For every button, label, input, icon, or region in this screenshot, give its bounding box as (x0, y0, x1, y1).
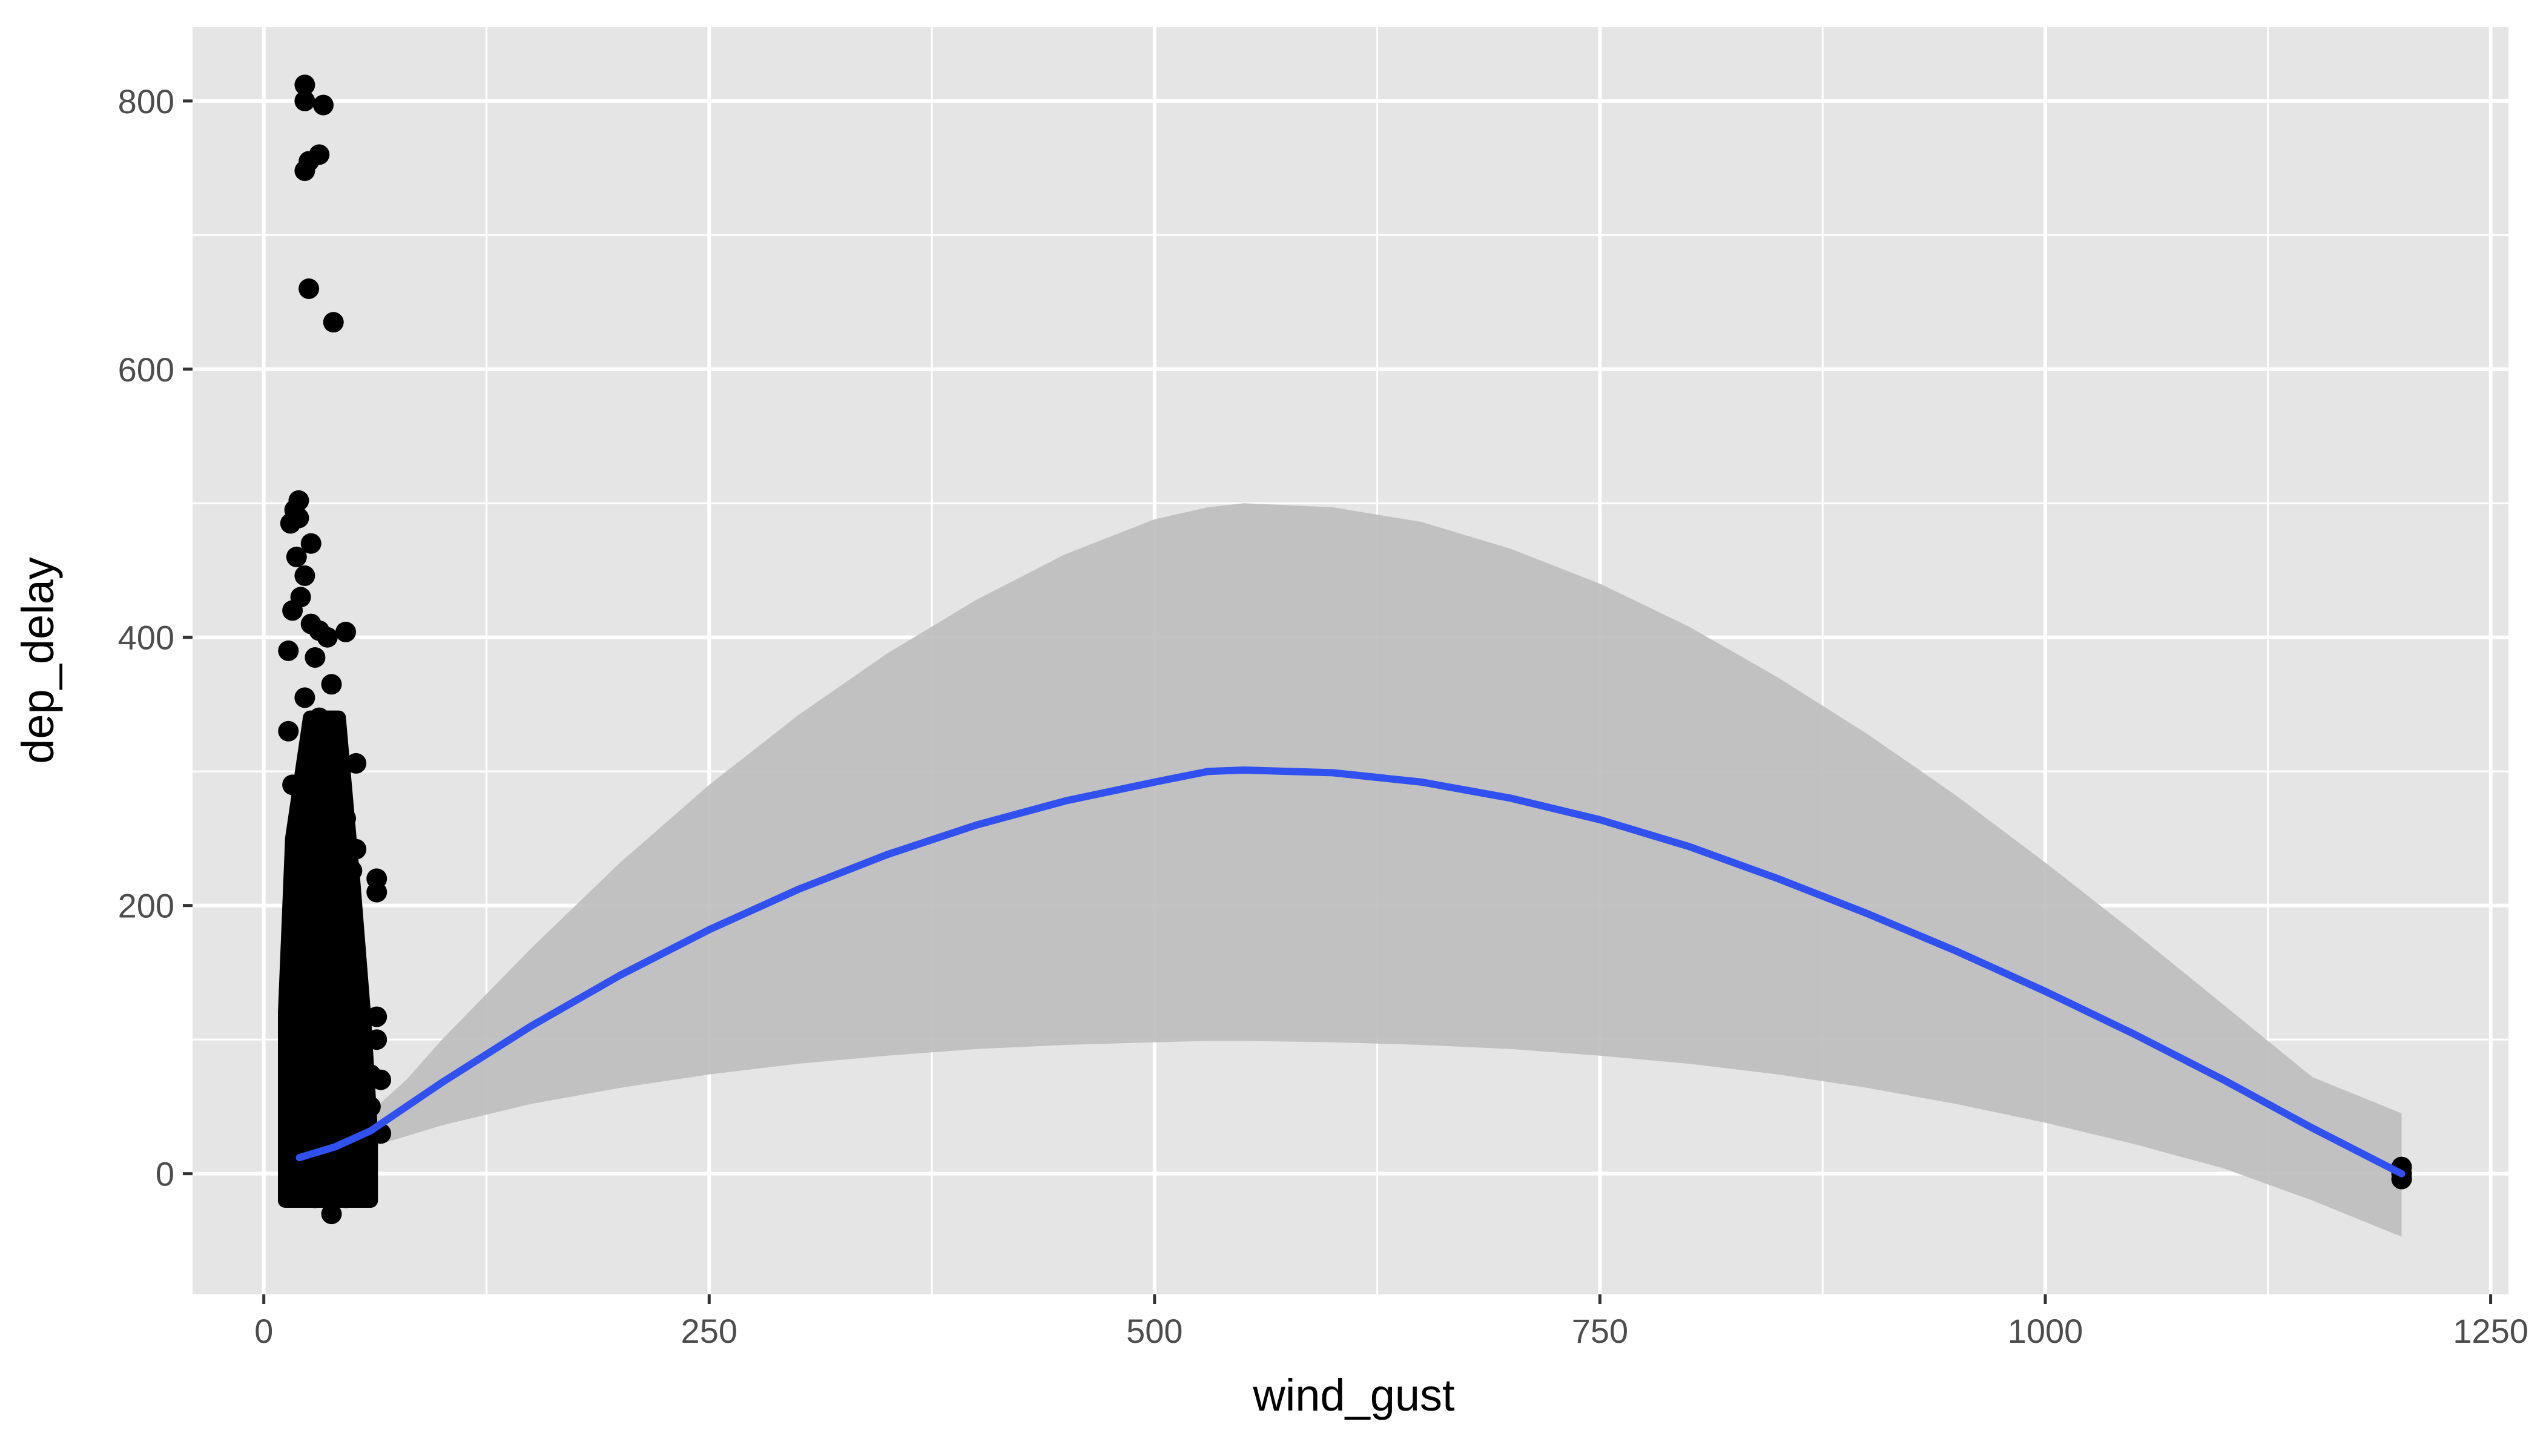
data-point (313, 94, 334, 116)
smooth-line (295, 766, 2406, 1178)
x-tick-label: 0 (254, 1312, 273, 1350)
x-tick-label: 1000 (2008, 1312, 2083, 1350)
x-axis-title: wind_gust (1252, 1370, 1455, 1420)
data-point (282, 915, 303, 936)
data-point (282, 600, 303, 621)
data-point (290, 817, 311, 838)
data-point (290, 1110, 311, 1131)
data-point (294, 74, 315, 96)
data-point (317, 848, 338, 869)
data-point (331, 788, 352, 809)
grid-major (193, 27, 2508, 1294)
data-point (321, 1043, 342, 1064)
data-point (346, 753, 367, 774)
data-point (294, 687, 315, 708)
data-point (323, 312, 344, 333)
data-point (282, 774, 303, 796)
data-point (371, 1069, 391, 1090)
data-point (294, 160, 315, 181)
data-point (278, 720, 299, 742)
data-point (335, 808, 356, 829)
data-point (309, 801, 330, 822)
data-point (309, 1089, 330, 1110)
data-point (282, 1183, 303, 1204)
data-point (366, 881, 388, 903)
y-tick-label: 400 (118, 619, 174, 657)
data-point (282, 1016, 303, 1036)
x-tick-label: 1250 (2453, 1312, 2528, 1350)
data-point (346, 838, 367, 860)
y-axis: 0 200 400 600 800 (118, 82, 193, 1193)
data-point (309, 707, 330, 728)
data-point (305, 647, 326, 668)
data-point (335, 621, 356, 642)
data-point (313, 949, 334, 970)
data-point (327, 901, 348, 923)
y-tick-label: 600 (118, 351, 174, 389)
y-tick-label: 0 (156, 1155, 174, 1193)
data-point (305, 995, 326, 1016)
data-point (294, 565, 315, 586)
data-point (325, 745, 346, 766)
data-point (300, 761, 322, 782)
data-point (317, 627, 338, 648)
data-point (341, 860, 363, 881)
data-point (294, 90, 315, 111)
y-tick-label: 800 (118, 82, 174, 120)
data-point (335, 989, 356, 1010)
data-point (335, 935, 356, 957)
data-point (366, 1029, 388, 1050)
data-point (352, 1174, 373, 1195)
data-point (321, 1204, 342, 1225)
y-axis-title: dep_delay (13, 557, 63, 764)
confidence-band (299, 503, 2402, 1237)
data-point (341, 1116, 363, 1138)
data-point (366, 1006, 388, 1027)
data-point (335, 1187, 356, 1208)
data-point (335, 1156, 356, 1178)
data-point (298, 278, 320, 299)
data-point (305, 1130, 326, 1151)
data-point (346, 1036, 367, 1057)
smooth-line-layer (295, 766, 2406, 1178)
x-axis: 0 250 500 750 1000 1250 (254, 1294, 2528, 1350)
y-tick-label: 200 (118, 887, 174, 925)
data-point (280, 513, 301, 534)
data-point (305, 888, 326, 909)
data-point (286, 546, 307, 567)
x-tick-label: 500 (1126, 1312, 1182, 1350)
data-point (282, 1082, 303, 1104)
data-point (294, 1056, 315, 1077)
data-point (321, 674, 342, 695)
data-point (290, 962, 311, 983)
data-point (360, 1096, 381, 1117)
data-point (278, 640, 299, 661)
confidence-band-layer (299, 503, 2402, 1237)
x-tick-label: 250 (681, 1312, 737, 1350)
data-point (335, 1076, 356, 1097)
x-tick-label: 750 (1572, 1312, 1628, 1350)
data-point (327, 1103, 348, 1124)
data-point (282, 1136, 303, 1158)
data-point (305, 1187, 326, 1208)
data-point (300, 533, 322, 554)
